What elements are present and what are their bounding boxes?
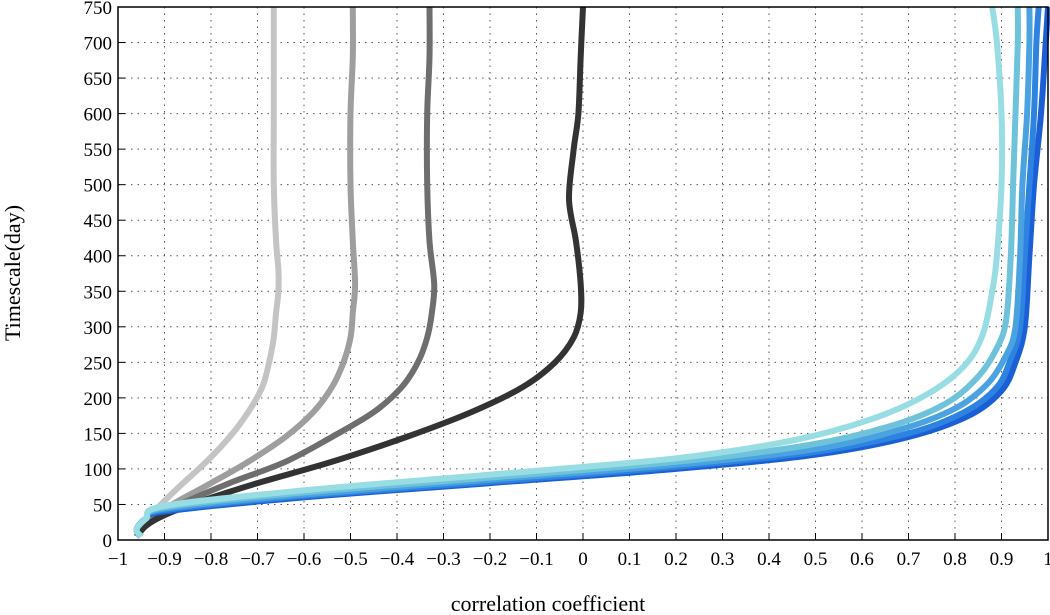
x-tick-label: 0.2: [664, 549, 688, 570]
x-tick-label: 0.3: [711, 549, 735, 570]
grid-lines: [118, 7, 1048, 540]
x-tick-label: −0.4: [380, 549, 415, 570]
x-tick-label: 0.9: [990, 549, 1014, 570]
x-tick-label: 0.8: [943, 549, 967, 570]
y-tick-label: 700: [84, 34, 113, 55]
y-tick-label: 300: [84, 318, 113, 339]
x-axis-label: correlation coefficient: [451, 591, 645, 615]
y-tick-label: 400: [84, 247, 113, 268]
y-tick-label: 500: [84, 176, 113, 197]
x-tick-label: −0.1: [519, 549, 553, 570]
y-tick-label: 450: [84, 211, 113, 232]
x-tick-label: 0.5: [804, 549, 828, 570]
y-tick-label: 250: [84, 353, 113, 374]
x-tick-label: −0.6: [287, 549, 321, 570]
x-tick-label: 0.1: [618, 549, 642, 570]
y-tick-label: 150: [84, 424, 113, 445]
x-tick-label: −0.9: [147, 549, 181, 570]
y-tick-label: 350: [84, 282, 113, 303]
y-tick-label: 650: [84, 69, 113, 90]
x-tick-label: 1: [1043, 549, 1050, 570]
series-group: [133, 6, 1050, 539]
y-tick-label: 50: [93, 495, 112, 516]
x-tick-label: 0.7: [897, 549, 921, 570]
x-tick-label: 0.6: [850, 549, 874, 570]
y-tick-label: 600: [84, 105, 113, 126]
x-tick-label: −0.2: [473, 549, 507, 570]
x-tick-label: 0.4: [757, 549, 781, 570]
y-tick-label: 100: [84, 460, 113, 481]
y-tick-label: 550: [84, 140, 113, 161]
series-line-2: [133, 6, 359, 538]
x-tick-label: −0.7: [240, 549, 274, 570]
series-line-9: [133, 6, 1006, 539]
x-tick-label: 0: [578, 549, 588, 570]
y-tick-label: 200: [84, 389, 113, 410]
series-line-1: [133, 7, 282, 538]
series-line-4: [134, 6, 586, 539]
y-tick-label: 750: [84, 0, 113, 19]
x-tick-label: −1: [108, 549, 128, 570]
x-axis-ticks: −1 −0.9 −0.8 −0.7 −0.6 −0.5 −0.4 −0.3 −0.2 −0.1 0 0…: [108, 533, 1050, 570]
x-tick-label: −0.8: [194, 549, 228, 570]
x-tick-label: −0.3: [426, 549, 460, 570]
x-tick-label: −0.5: [333, 549, 367, 570]
y-axis-label: Timescale(day): [0, 205, 25, 341]
y-tick-label: 0: [103, 531, 113, 552]
series-line-3: [134, 6, 438, 539]
y-axis-ticks: 0 50 100 150 200 250 300 350 400 450 500 550 600 650 7…: [84, 0, 125, 552]
